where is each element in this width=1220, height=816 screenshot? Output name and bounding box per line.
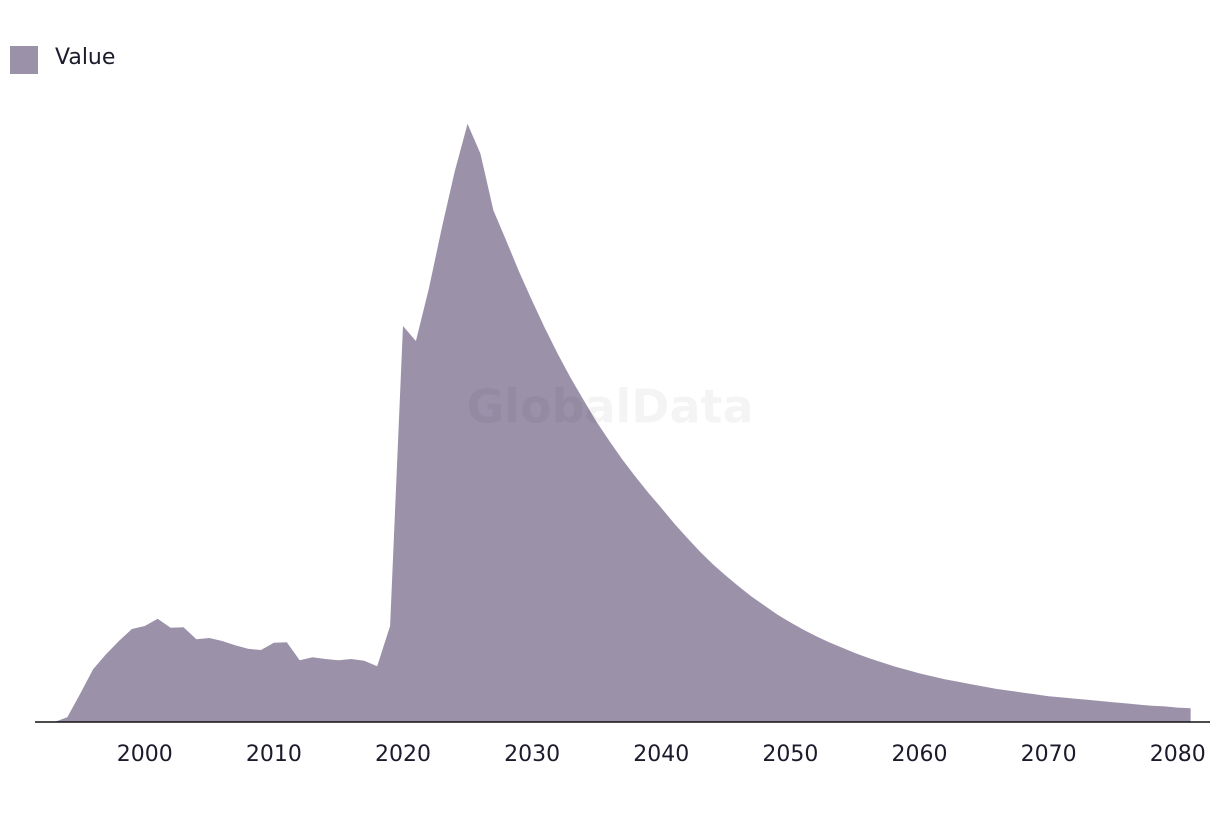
x-tick-label: 2060: [891, 742, 947, 767]
x-tick-label: 2080: [1150, 742, 1206, 767]
legend-label: Value: [55, 45, 115, 70]
x-tick-label: 2010: [246, 742, 302, 767]
area: [54, 123, 1191, 723]
x-tick-label: 2040: [633, 742, 689, 767]
legend-swatch: [10, 46, 38, 74]
x-tick-label: 2020: [375, 742, 431, 767]
x-tick-label: 2000: [117, 742, 173, 767]
x-tick-label: 2050: [762, 742, 818, 767]
watermark: GlobalData: [466, 380, 753, 434]
x-tick-label: 2030: [504, 742, 560, 767]
x-tick-label: 2070: [1021, 742, 1077, 767]
